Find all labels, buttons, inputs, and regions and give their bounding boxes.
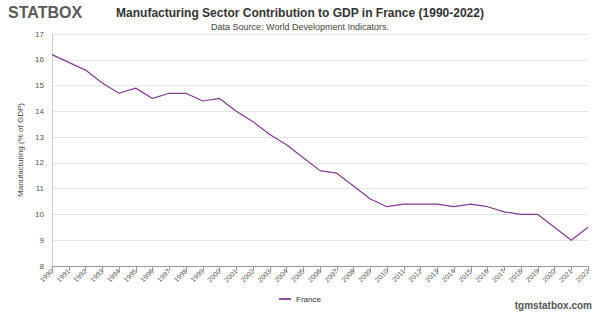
- svg-text:14: 14: [35, 107, 44, 116]
- svg-text:2021: 2021: [558, 267, 574, 283]
- svg-text:Manufacturing (% of GDP): Manufacturing (% of GDP): [16, 103, 25, 197]
- svg-text:2007: 2007: [323, 267, 339, 283]
- svg-text:2019: 2019: [524, 267, 540, 283]
- svg-text:France: France: [296, 295, 321, 304]
- svg-text:2020: 2020: [541, 267, 557, 283]
- svg-text:12: 12: [35, 158, 44, 167]
- svg-text:2003: 2003: [256, 267, 272, 283]
- svg-text:tgmstatbox.com: tgmstatbox.com: [515, 300, 592, 311]
- svg-text:1992: 1992: [72, 267, 88, 283]
- svg-text:2015: 2015: [457, 267, 473, 283]
- svg-text:13: 13: [35, 133, 44, 142]
- svg-text:2014: 2014: [441, 267, 457, 283]
- svg-text:1996: 1996: [139, 267, 155, 283]
- svg-text:1993: 1993: [89, 267, 105, 283]
- svg-text:16: 16: [35, 55, 44, 64]
- svg-text:Manufacturing Sector Contribut: Manufacturing Sector Contribution to GDP…: [116, 6, 484, 20]
- svg-text:2022: 2022: [575, 267, 591, 283]
- svg-text:1997: 1997: [156, 267, 172, 283]
- svg-text:1994: 1994: [106, 267, 122, 283]
- svg-text:2009: 2009: [357, 267, 373, 283]
- svg-text:2001: 2001: [223, 267, 239, 283]
- svg-text:Data Source: World Development: Data Source: World Development Indicator…: [211, 22, 389, 32]
- svg-text:15: 15: [35, 81, 44, 90]
- svg-text:2011: 2011: [391, 267, 407, 283]
- svg-text:1991: 1991: [55, 267, 71, 283]
- svg-text:8: 8: [40, 262, 45, 271]
- svg-text:2005: 2005: [290, 267, 306, 283]
- svg-text:2018: 2018: [508, 267, 524, 283]
- svg-text:1995: 1995: [122, 267, 138, 283]
- svg-text:2000: 2000: [206, 267, 222, 283]
- svg-text:STATBOX: STATBOX: [8, 4, 82, 21]
- svg-text:2016: 2016: [474, 267, 490, 283]
- svg-text:2008: 2008: [340, 267, 356, 283]
- svg-text:1998: 1998: [173, 267, 189, 283]
- svg-text:2006: 2006: [307, 267, 323, 283]
- svg-text:2010: 2010: [374, 267, 390, 283]
- svg-text:1990: 1990: [39, 267, 55, 283]
- svg-text:2002: 2002: [240, 267, 256, 283]
- svg-text:1999: 1999: [189, 267, 205, 283]
- svg-text:2012: 2012: [407, 267, 423, 283]
- svg-text:10: 10: [35, 210, 44, 219]
- svg-text:2013: 2013: [424, 267, 440, 283]
- svg-text:9: 9: [40, 236, 45, 245]
- svg-text:17: 17: [35, 30, 44, 39]
- svg-text:2017: 2017: [491, 267, 507, 283]
- svg-text:11: 11: [36, 184, 45, 193]
- svg-text:2004: 2004: [273, 267, 289, 283]
